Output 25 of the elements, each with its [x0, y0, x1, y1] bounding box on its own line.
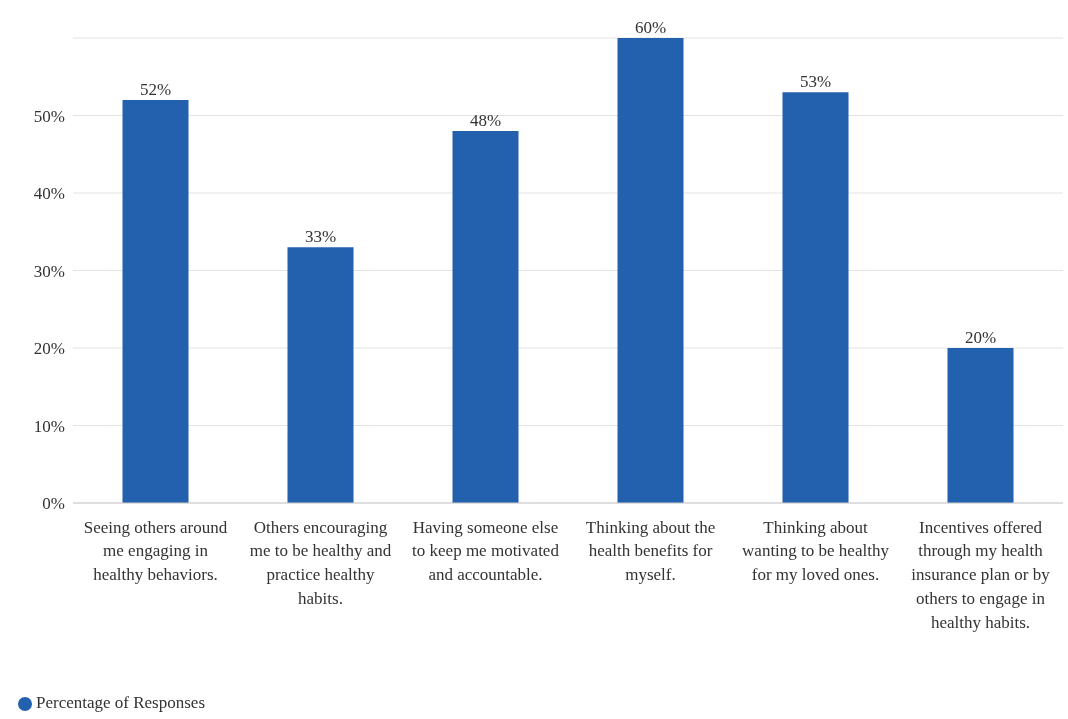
x-tick-label: Seeing others around me engaging in healthy behaviors. — [83, 517, 228, 585]
data-label: 20% — [964, 328, 997, 347]
bar — [947, 348, 1014, 503]
y-tick-label: 0% — [42, 494, 65, 514]
y-tick-label: 50% — [33, 106, 65, 126]
y-tick-label: 20% — [33, 339, 65, 359]
x-tick-label: Having someone else to keep me motivated and accountable. — [412, 517, 560, 585]
data-label: 48% — [469, 111, 502, 130]
legend-label: Percentage of Responses — [36, 693, 206, 712]
data-label: 52% — [139, 80, 172, 99]
y-tick-label: 10% — [33, 416, 65, 436]
x-tick-label: Thinking about wanting to be healthy for my loved ones. — [742, 517, 890, 585]
x-tick-label: Others encouraging me to be healthy and practice healthy habits. — [249, 517, 392, 608]
y-tick-label: 30% — [33, 261, 65, 281]
bar — [287, 247, 354, 503]
x-tick-label: Thinking about the health benefits for myself. — [585, 517, 716, 585]
x-tick-label: Incentives offered through my health insurance plan or by others to engage in healthy habits. — [911, 517, 1051, 632]
bar — [617, 38, 684, 503]
data-label: 53% — [799, 72, 832, 92]
y-tick-label: 40% — [33, 184, 65, 204]
bar — [452, 131, 519, 503]
bar — [782, 92, 849, 503]
data-label: 33% — [304, 227, 337, 247]
data-label: 60% — [634, 18, 667, 37]
bar — [122, 100, 189, 503]
